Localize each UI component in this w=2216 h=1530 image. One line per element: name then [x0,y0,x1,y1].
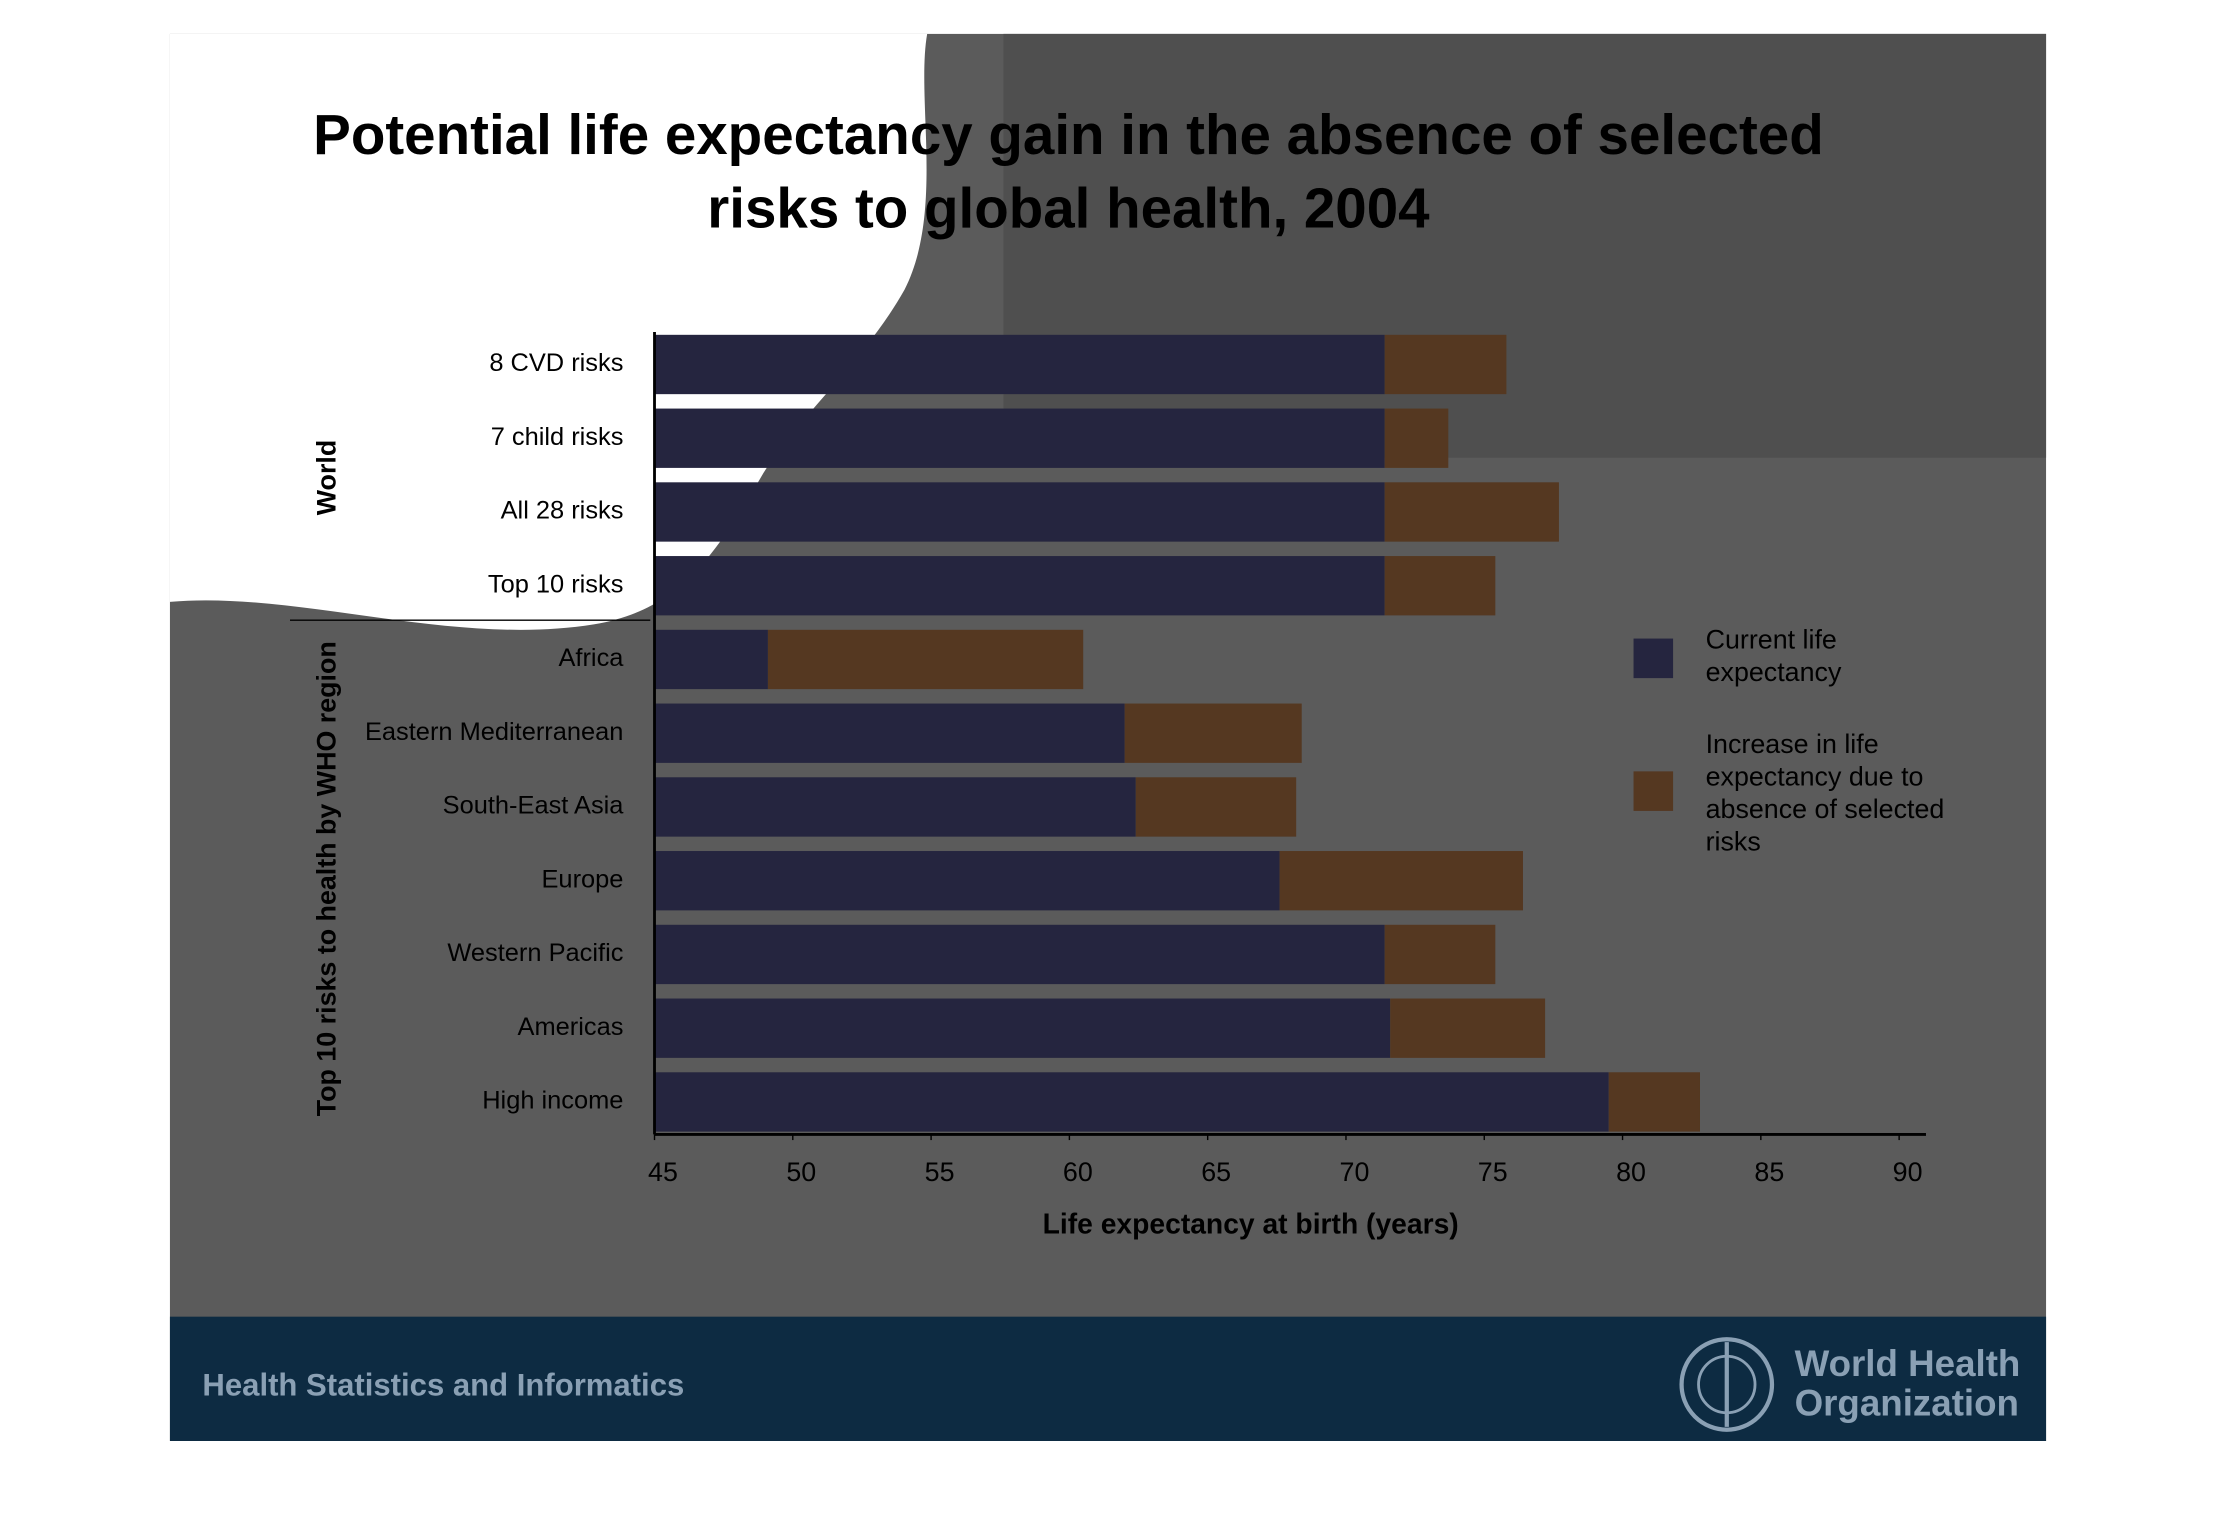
bar-segment [654,998,1391,1058]
chart-title: Potential life expectancy gain in the ab… [313,104,1824,241]
bar-segment [654,851,1280,911]
footer-text: Health Statistics and Informatics [202,1368,684,1403]
y-tick-label: Top 10 risks [488,570,624,598]
footer-band [169,1316,2047,1441]
x-axis-label: Life expectancy at birth (years) [1043,1208,1459,1240]
logo-emblem [1679,1337,1775,1432]
legend-box: Current life expectancy [1705,625,1842,689]
bar-segment [654,408,1385,468]
bar-segment [1390,998,1546,1058]
x-tick-label: 85 [1754,1157,1784,1187]
y-tick-label: Africa [558,644,624,672]
legend-box: Increase in life expectancy due to absen… [1705,730,1945,858]
bar-segment [1384,408,1449,468]
legend-label: Increase in life expectancy due to absen… [1705,730,1945,858]
x-tick-label: 60 [1063,1157,1093,1187]
x-tick-label: 70 [1340,1157,1370,1187]
logo-text: World Health [1795,1343,2021,1384]
group-label: World [311,440,341,516]
legend-label: Current life expectancy [1705,625,1842,689]
logo-text: Organization [1795,1382,2019,1423]
y-tick-label: 7 child risks [491,423,624,451]
bar-segment [654,482,1385,542]
bar-segment [767,629,1084,690]
bar-segment [1384,924,1496,985]
bar-segment [654,334,1385,395]
bar-segment [654,629,768,690]
y-tick-label: All 28 risks [501,497,624,525]
x-tick-label: 65 [1201,1157,1231,1187]
bar-segment [1135,777,1297,837]
legend-swatch [1633,638,1674,679]
group-label: Top 10 risks to health by WHO region [311,641,341,1116]
x-tick-label: 55 [925,1157,955,1187]
title-box: Potential life expectancy gain in the ab… [313,104,1824,241]
bar-segment [1384,556,1496,616]
y-tick-label: 8 CVD risks [489,349,623,377]
bar-segment [654,777,1136,837]
y-tick-label: South-East Asia [443,792,625,820]
y-tick-label: High income [482,1087,623,1115]
bar-segment [1384,482,1559,542]
legend-swatch [1633,771,1674,811]
bar-segment [1384,334,1507,395]
x-tick-label: 50 [786,1157,816,1187]
bar-segment [654,1072,1609,1132]
x-tick-label: 80 [1616,1157,1646,1187]
bar-segment [1279,851,1523,911]
x-tick-label: 45 [648,1157,678,1187]
slide-decoration [169,33,928,630]
bar-segment [1608,1072,1700,1132]
y-tick-label: Eastern Mediterranean [365,718,623,746]
x-tick-label: 75 [1478,1157,1508,1187]
who-logo [1679,1337,1775,1432]
bar-segment [654,924,1385,985]
y-tick-label: Americas [518,1013,624,1041]
x-tick-label: 90 [1893,1157,1923,1187]
bar-segment [1124,703,1302,763]
y-tick-label: Europe [541,865,623,893]
y-tick-label: Western Pacific [447,939,623,967]
bar-segment [654,703,1125,763]
bar-segment [654,556,1385,616]
